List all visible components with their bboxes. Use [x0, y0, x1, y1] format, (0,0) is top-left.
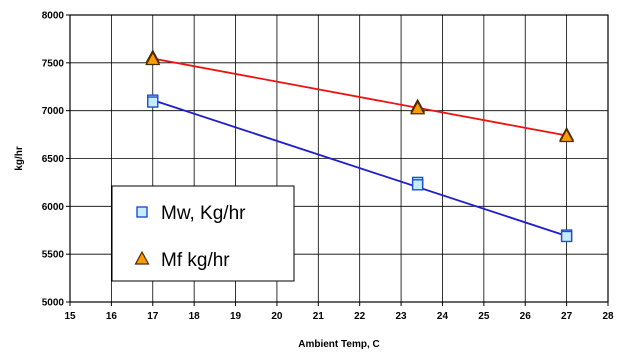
x-tick-label: 24	[437, 311, 449, 322]
legend-square-icon	[136, 206, 148, 218]
y-tick-label: 7000	[42, 106, 65, 117]
x-tick-label: 18	[189, 311, 201, 322]
trend-lines	[152, 57, 567, 237]
y-tick-label: 8000	[42, 11, 65, 22]
square-marker	[560, 230, 573, 243]
square-marker	[147, 96, 159, 108]
y-tick-label: 6000	[42, 202, 65, 213]
square-marker	[411, 179, 424, 191]
x-axis-ticks: 15 16 17 18 19 20 21 22 23 24 25 26 27 28	[64, 302, 614, 322]
legend-box	[111, 185, 295, 282]
x-tick-label: 23	[396, 311, 408, 322]
x-tick-label: 28	[602, 311, 614, 322]
y-tick-label: 7500	[42, 58, 65, 69]
y-tick-label: 5500	[42, 250, 65, 261]
y-tick-label: 5000	[42, 298, 65, 309]
x-tick-label: 25	[478, 311, 490, 322]
x-tick-label: 20	[271, 311, 283, 322]
x-tick-label: 22	[354, 311, 366, 322]
y-tick-label: 6500	[42, 154, 65, 165]
x-tick-label: 19	[230, 311, 242, 322]
x-tick-label: 26	[520, 311, 532, 322]
triangle-marker	[145, 51, 161, 66]
legend-entry-label: Mf kg/hr	[161, 250, 230, 271]
triangle-marker	[559, 128, 575, 143]
legend-triangle-icon	[134, 250, 150, 265]
y-axis-label: kg/hr	[14, 146, 25, 171]
x-tick-label: 15	[64, 311, 76, 322]
legend: Mw, Kg/hr Mf kg/hr	[111, 185, 295, 282]
x-tick-label: 17	[147, 311, 159, 322]
x-axis-label: Ambient Temp, C	[298, 339, 379, 350]
legend-entry-label: Mw, Kg/hr	[161, 203, 246, 224]
x-tick-label: 27	[561, 311, 573, 322]
trend-line-series-1	[152, 57, 567, 137]
x-tick-label: 16	[106, 311, 118, 322]
x-tick-label: 21	[313, 311, 325, 322]
data-markers	[145, 49, 575, 243]
triangle-marker	[410, 100, 426, 115]
y-axis-ticks: 5000 5500 6000 6500 7000 7500 8000	[42, 11, 70, 309]
trend-line-series-0	[152, 99, 567, 237]
